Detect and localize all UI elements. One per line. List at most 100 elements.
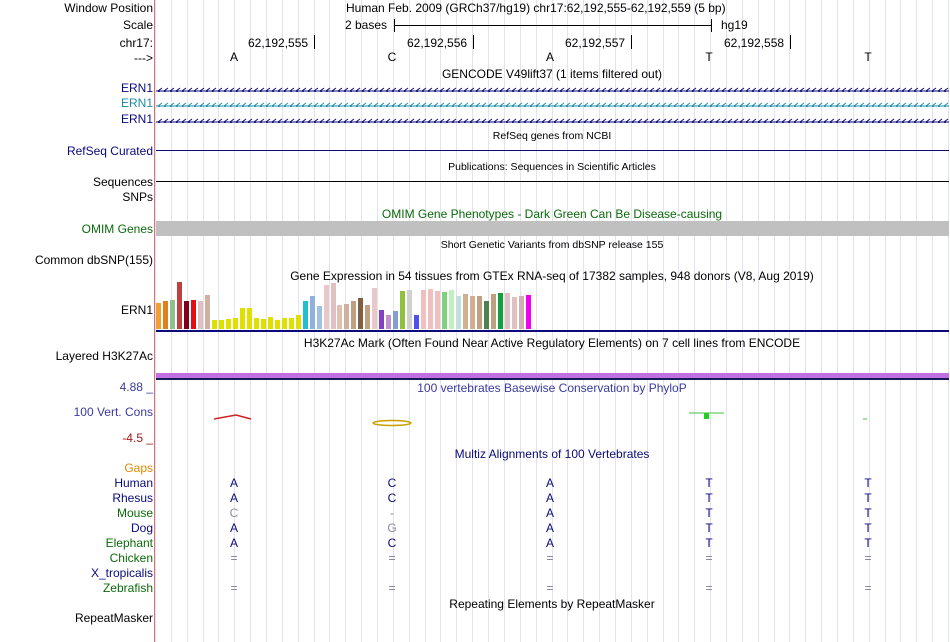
gtex-bar[interactable] bbox=[219, 320, 224, 329]
gtex-bar[interactable] bbox=[177, 282, 182, 329]
strand-chevron bbox=[193, 87, 199, 92]
gtex-bar[interactable] bbox=[344, 304, 349, 329]
gtex-bar[interactable] bbox=[282, 318, 287, 329]
omim-label[interactable]: OMIM Genes bbox=[81, 222, 153, 236]
gtex-bar[interactable] bbox=[324, 285, 329, 329]
gtex-bar[interactable] bbox=[463, 294, 468, 329]
gtex-bar[interactable] bbox=[484, 301, 489, 329]
phylop-plot[interactable] bbox=[156, 398, 949, 438]
omim-track-title[interactable]: OMIM Gene Phenotypes - Dark Green Can Be… bbox=[381, 207, 723, 221]
gtex-bar[interactable] bbox=[337, 305, 342, 329]
gtex-bar[interactable] bbox=[233, 318, 238, 329]
gtex-bar[interactable] bbox=[393, 311, 398, 329]
gaps-label[interactable]: Gaps bbox=[124, 461, 153, 475]
ern1-label-b[interactable]: ERN1 bbox=[120, 96, 153, 110]
repeatmasker-track-title[interactable]: Repeating Elements by RepeatMasker bbox=[449, 597, 655, 611]
strand-chevron bbox=[733, 102, 739, 107]
gtex-bar[interactable] bbox=[449, 290, 454, 329]
snps-label[interactable]: SNPs bbox=[122, 190, 153, 204]
gtex-bar[interactable] bbox=[477, 296, 482, 329]
gtex-bar[interactable] bbox=[421, 290, 426, 329]
gtex-bar[interactable] bbox=[386, 315, 391, 329]
gtex-bar[interactable] bbox=[512, 297, 517, 329]
gtex-bar[interactable] bbox=[247, 308, 252, 329]
multiz-track-title[interactable]: Multiz Alignments of 100 Vertebrates bbox=[454, 447, 650, 461]
species-label-rhesus[interactable]: Rhesus bbox=[112, 491, 153, 505]
gtex-bar[interactable] bbox=[156, 303, 161, 329]
gtex-bar[interactable] bbox=[163, 301, 168, 329]
gtex-bar[interactable] bbox=[491, 294, 496, 329]
gtex-bar[interactable] bbox=[268, 317, 273, 329]
ern1-label-a[interactable]: ERN1 bbox=[120, 81, 153, 95]
gtex-bar[interactable] bbox=[456, 296, 461, 329]
gtex-bar[interactable] bbox=[296, 315, 301, 329]
alignment-base: C bbox=[229, 506, 239, 520]
ern1-transcript-b[interactable] bbox=[156, 99, 949, 107]
gtex-bar[interactable] bbox=[303, 301, 308, 329]
gtex-bar[interactable] bbox=[191, 300, 196, 329]
repeatmasker-label[interactable]: RepeatMasker bbox=[74, 611, 153, 625]
publications-track-title[interactable]: Publications: Sequences in Scientific Ar… bbox=[448, 161, 656, 173]
species-label-mouse[interactable]: Mouse bbox=[116, 506, 153, 520]
gtex-expression-chart[interactable] bbox=[156, 282, 536, 329]
gtex-bar[interactable] bbox=[498, 293, 503, 329]
gtex-bar[interactable] bbox=[372, 288, 377, 329]
gtex-bar[interactable] bbox=[289, 318, 294, 329]
gtex-bar[interactable] bbox=[400, 291, 405, 329]
species-label-zebrafish[interactable]: Zebrafish bbox=[102, 581, 153, 595]
gtex-bar[interactable] bbox=[365, 305, 370, 329]
gtex-bar[interactable] bbox=[254, 318, 259, 329]
h3k27ac-signal-band[interactable] bbox=[156, 373, 949, 378]
gtex-bar[interactable] bbox=[170, 300, 175, 329]
species-label-x-tropicalis[interactable]: X_tropicalis bbox=[90, 566, 153, 580]
gtex-bar[interactable] bbox=[435, 291, 440, 329]
gtex-bar[interactable] bbox=[407, 290, 412, 329]
cons-track-label[interactable]: 100 Vert. Cons bbox=[73, 405, 153, 419]
ern1-transcript-c[interactable] bbox=[156, 115, 949, 123]
gtex-bar[interactable] bbox=[212, 320, 217, 329]
h3k27ac-track-title[interactable]: H3K27Ac Mark (Often Found Near Active Re… bbox=[303, 336, 801, 350]
gtex-bar[interactable] bbox=[275, 320, 280, 329]
gtex-bar[interactable] bbox=[351, 301, 356, 329]
gtex-bar[interactable] bbox=[240, 308, 245, 329]
ern1-transcript-a[interactable] bbox=[156, 84, 949, 92]
gtex-bar[interactable] bbox=[379, 310, 384, 329]
layered-label[interactable]: Layered H3K27Ac bbox=[55, 349, 153, 363]
strand-chevron bbox=[211, 118, 217, 123]
gtex-bar[interactable] bbox=[428, 289, 433, 329]
species-label-elephant[interactable]: Elephant bbox=[105, 536, 153, 550]
gtex-bar[interactable] bbox=[519, 296, 524, 329]
refseq-line[interactable] bbox=[156, 150, 949, 151]
gtex-bar[interactable] bbox=[414, 315, 419, 329]
gtex-bar[interactable] bbox=[198, 301, 203, 329]
gtex-bar[interactable] bbox=[442, 292, 447, 329]
gtex-bar[interactable] bbox=[470, 296, 475, 329]
dbsnp-track-title[interactable]: Short Genetic Variants from dbSNP releas… bbox=[440, 239, 664, 251]
species-label-dog[interactable]: Dog bbox=[130, 521, 153, 535]
dbsnp-label[interactable]: Common dbSNP(155) bbox=[34, 253, 153, 267]
gtex-bar[interactable] bbox=[505, 293, 510, 329]
refseq-label[interactable]: RefSeq Curated bbox=[66, 144, 153, 158]
gtex-bar[interactable] bbox=[310, 296, 315, 329]
gtex-bar[interactable] bbox=[205, 295, 210, 329]
refseq-track-title[interactable]: RefSeq genes from NCBI bbox=[492, 130, 612, 142]
gtex-bar[interactable] bbox=[261, 319, 266, 329]
ern1-label-c[interactable]: ERN1 bbox=[120, 112, 153, 126]
gtex-bar[interactable] bbox=[317, 306, 322, 329]
gtex-bar[interactable] bbox=[358, 298, 363, 329]
gtex-bar[interactable] bbox=[331, 283, 336, 329]
gtex-track-title[interactable]: Gene Expression in 54 tissues from GTEx … bbox=[290, 269, 814, 283]
gtex-gene-label[interactable]: ERN1 bbox=[120, 303, 153, 317]
omim-gene-bar[interactable] bbox=[156, 221, 949, 236]
species-label-human[interactable]: Human bbox=[114, 476, 153, 490]
sequences-label[interactable]: Sequences bbox=[92, 175, 153, 189]
gencode-track-title[interactable]: GENCODE V49lift37 (1 items filtered out) bbox=[441, 67, 663, 81]
gtex-bar[interactable] bbox=[184, 301, 189, 329]
species-label-chicken[interactable]: Chicken bbox=[109, 551, 153, 565]
window-position-text[interactable]: Human Feb. 2009 (GRCh37/hg19) chr17:62,1… bbox=[346, 1, 726, 15]
gtex-bar[interactable] bbox=[526, 295, 531, 329]
phylop-track-title[interactable]: 100 vertebrates Basewise Conservation by… bbox=[417, 381, 687, 395]
sequences-line[interactable] bbox=[156, 181, 949, 182]
gtex-bar[interactable] bbox=[226, 319, 231, 329]
